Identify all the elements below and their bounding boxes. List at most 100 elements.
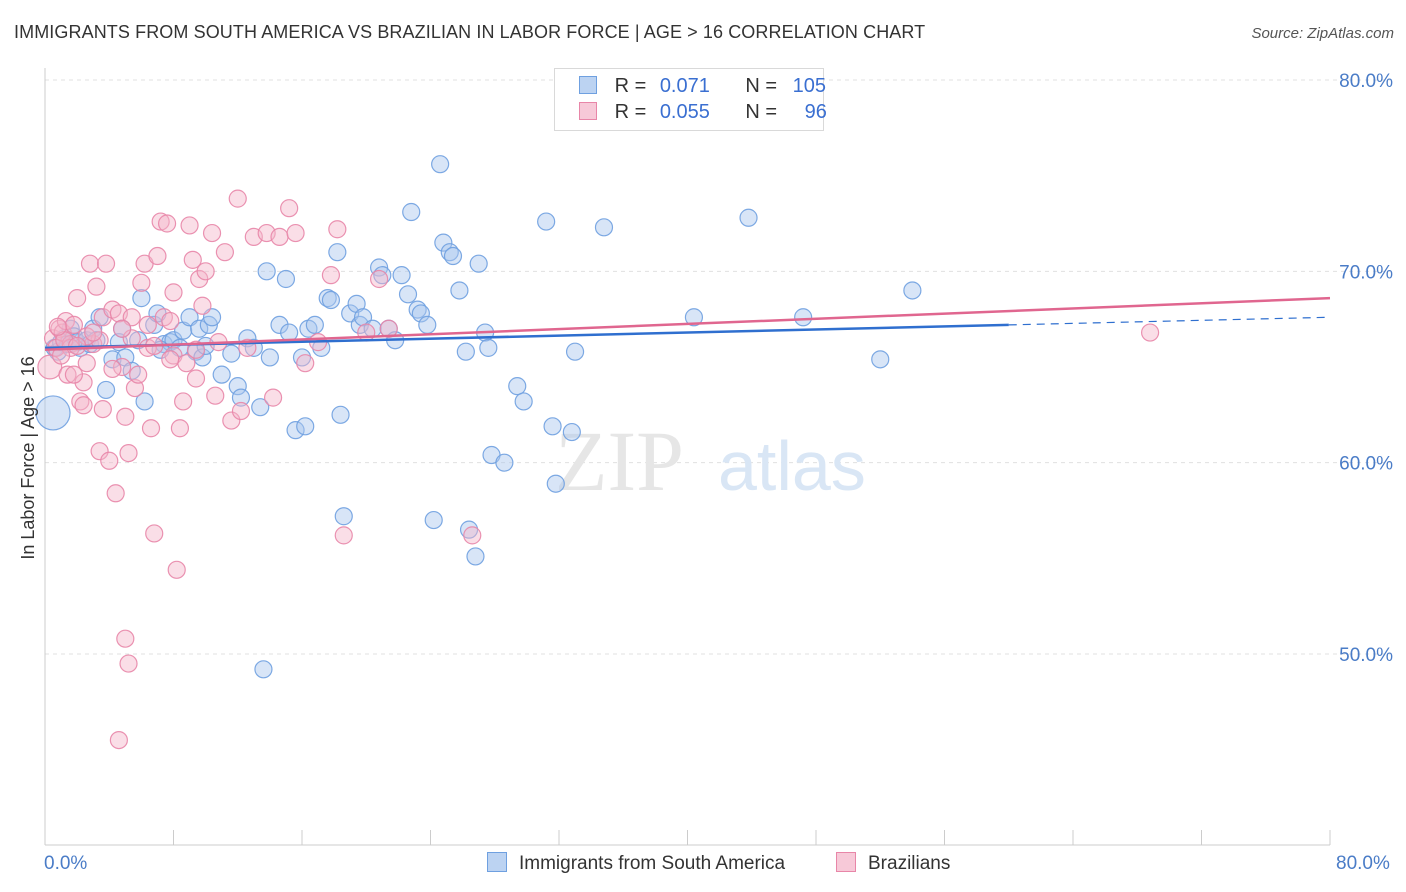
immigrants-point-96 — [684, 308, 704, 327]
x-tick-label-min: 0.0% — [44, 853, 87, 874]
immigrants-point-79 — [450, 281, 469, 300]
chart-title: IMMIGRANTS FROM SOUTH AMERICA VS BRAZILI… — [14, 22, 926, 42]
y-tick-labels: 50.0% 60.0% 70.0% 80.0% — [1339, 71, 1393, 666]
legend-n-value: 105 — [792, 75, 826, 97]
watermark: ZIP atlas — [555, 413, 866, 509]
brazilians-point-21 — [106, 484, 125, 503]
immigrants-point-43 — [257, 262, 276, 281]
trend-line-brazilians — [44, 296, 1331, 352]
brazilians-point-84 — [103, 359, 122, 379]
bottom-legend-immigrants: Immigrants from South America — [487, 852, 785, 875]
bottom-legend-brazilians: Brazilians — [836, 852, 950, 875]
brazilians-point-70 — [463, 526, 482, 545]
x-ticks — [44, 830, 1331, 845]
immigrants-point-42 — [251, 398, 270, 417]
immigrants-point-94 — [565, 342, 585, 361]
immigrants-point-89 — [514, 392, 533, 411]
brazilians-point-28 — [129, 365, 148, 384]
brazilians-point-53 — [222, 411, 241, 430]
immigrants-point-44 — [260, 348, 279, 367]
y-tick-label-60: 60.0% — [1339, 454, 1393, 475]
brazilians-point-94 — [112, 319, 132, 338]
immigrants-point-88 — [508, 377, 527, 396]
brazilians-point-65 — [328, 220, 347, 239]
brazilians-point-78 — [138, 315, 157, 335]
immigrants-point-69 — [398, 285, 418, 304]
immigrants-point-57 — [331, 405, 350, 424]
brazilians-point-8 — [64, 315, 84, 335]
brazilians-point-52 — [215, 243, 234, 262]
immigrants-point-78 — [443, 246, 463, 266]
immigrants-point-39 — [231, 388, 251, 407]
immigrants-point-0 — [35, 395, 71, 431]
brazilians-point-68 — [370, 269, 389, 289]
brazilians-point-44 — [180, 216, 199, 235]
brazilians-point-40 — [167, 560, 186, 579]
immigrants-point-37 — [222, 344, 241, 363]
brazilians-point-18 — [96, 254, 116, 273]
brazilians-point-83 — [48, 317, 67, 336]
watermark-zip: ZIP — [555, 413, 684, 509]
immigrants-point-48 — [286, 421, 305, 440]
bottom-legend-label-immigrants: Immigrants from South America — [519, 853, 786, 874]
immigrants-point-22 — [135, 392, 154, 411]
brazilians-point-61 — [286, 223, 305, 243]
brazilians-point-90 — [74, 396, 93, 415]
immigrants-point-70 — [402, 202, 421, 222]
bottom-legend-swatch-pink — [836, 852, 856, 872]
brazilians-point-33 — [145, 524, 164, 543]
immigrants-point-46 — [276, 269, 296, 289]
brazilians-point-72 — [116, 629, 135, 648]
brazilians-point-25 — [119, 444, 138, 463]
immigrants-point-45 — [270, 315, 289, 335]
legend-swatch-pink — [579, 102, 597, 120]
series-immigrants-points — [35, 155, 922, 679]
immigrants-point-56 — [328, 243, 347, 262]
brazilians-point-24 — [116, 407, 135, 426]
legend-row-brazilians: R = 0.055 N = 96 — [579, 101, 827, 127]
brazilians-point-82 — [84, 323, 103, 342]
immigrants-point-98 — [794, 308, 813, 327]
legend-r-value: 0.055 — [659, 101, 710, 123]
immigrants-point-15 — [96, 380, 116, 400]
brazilians-point-29 — [132, 273, 151, 292]
immigrants-point-49 — [292, 348, 312, 367]
axes — [44, 68, 1330, 846]
legend-n-label: N = — [745, 101, 778, 123]
immigrants-point-21 — [132, 289, 151, 308]
brazilians-point-88 — [64, 365, 84, 384]
immigrants-point-68 — [392, 266, 411, 285]
immigrants-point-38 — [228, 377, 247, 396]
brazilians-point-67 — [357, 323, 376, 342]
immigrants-point-73 — [418, 315, 437, 335]
brazilians-point-71 — [1140, 323, 1160, 342]
brazilians-point-48 — [193, 296, 212, 315]
brazilians-point-9 — [68, 289, 87, 308]
immigrants-point-36 — [212, 365, 231, 384]
immigrants-point-91 — [543, 417, 562, 436]
brazilians-point-11 — [74, 373, 93, 392]
legend-r-value: 0.071 — [659, 75, 710, 97]
immigrants-point-72 — [411, 304, 430, 323]
legend-swatch-blue — [579, 76, 597, 94]
legend-n-label: N = — [745, 75, 778, 97]
immigrants-point-50 — [296, 417, 315, 436]
immigrants-point-54 — [318, 289, 337, 308]
immigrants-point-83 — [469, 254, 488, 273]
immigrants-point-100 — [903, 281, 922, 300]
immigrants-point-90 — [537, 212, 556, 231]
brazilians-point-64 — [321, 266, 341, 285]
brazilians-point-59 — [270, 227, 289, 246]
legend-n-value: 96 — [804, 101, 827, 123]
brazilians-point-16 — [90, 442, 109, 461]
immigrants-point-101 — [254, 660, 273, 679]
brazilians-point-6 — [58, 365, 77, 384]
immigrants-point-55 — [321, 290, 341, 310]
immigrants-point-85 — [479, 338, 498, 357]
immigrants-point-58 — [334, 507, 353, 526]
brazilians-point-38 — [161, 311, 180, 331]
brazilians-point-73 — [119, 654, 138, 673]
brazilians-point-12 — [77, 354, 96, 373]
legend-r-label: R = — [614, 75, 647, 97]
trend-line-immigrants-extension — [1008, 316, 1331, 326]
